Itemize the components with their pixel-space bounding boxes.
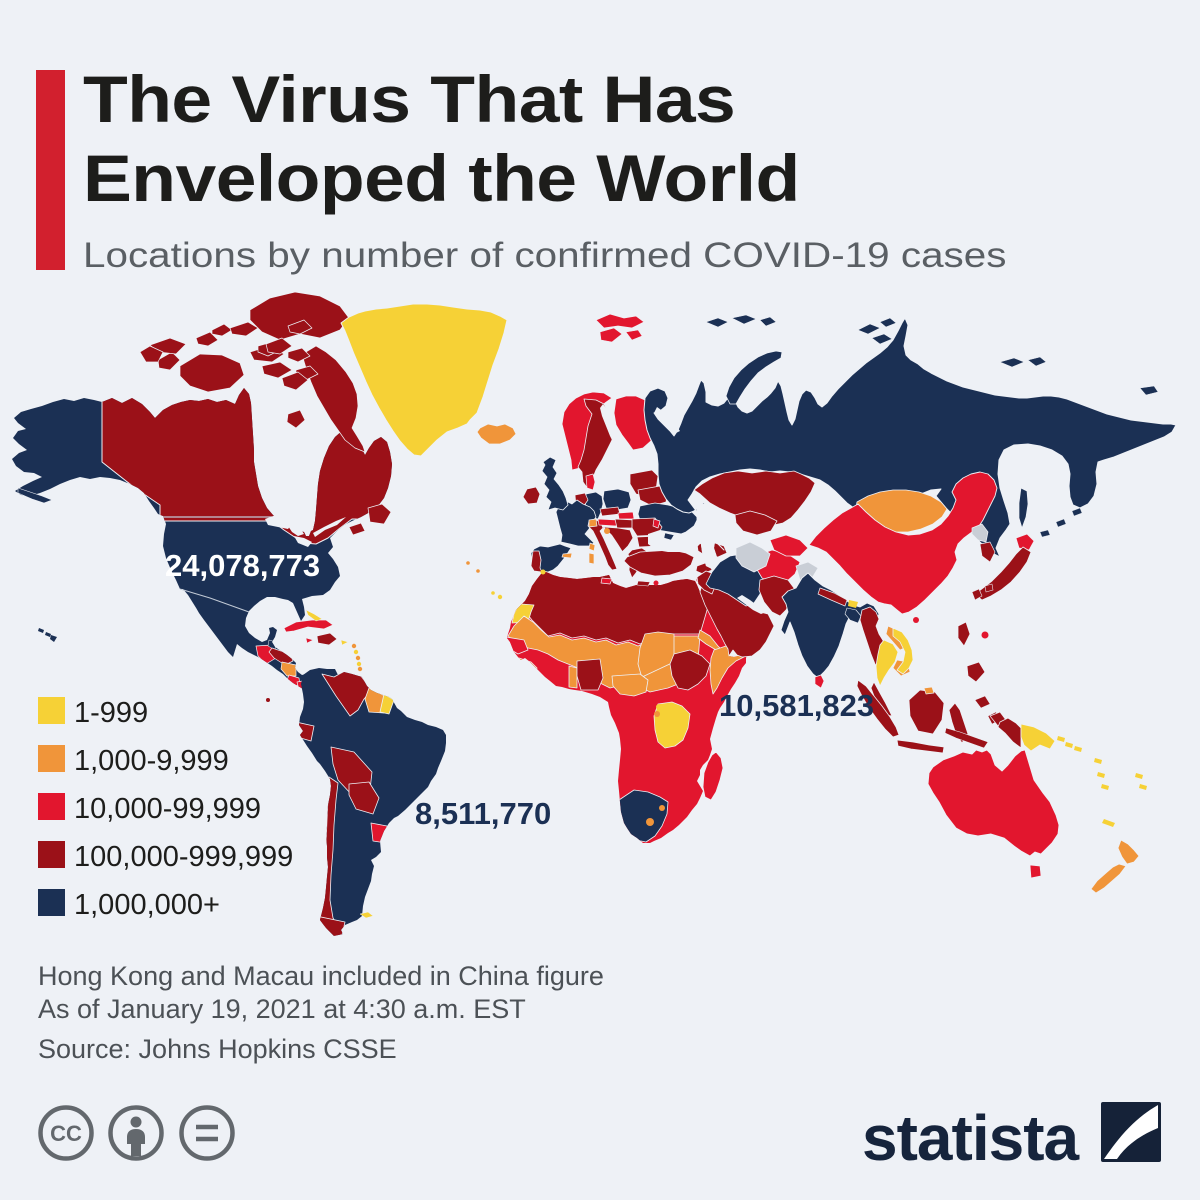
svg-text:CC: CC: [50, 1121, 82, 1146]
